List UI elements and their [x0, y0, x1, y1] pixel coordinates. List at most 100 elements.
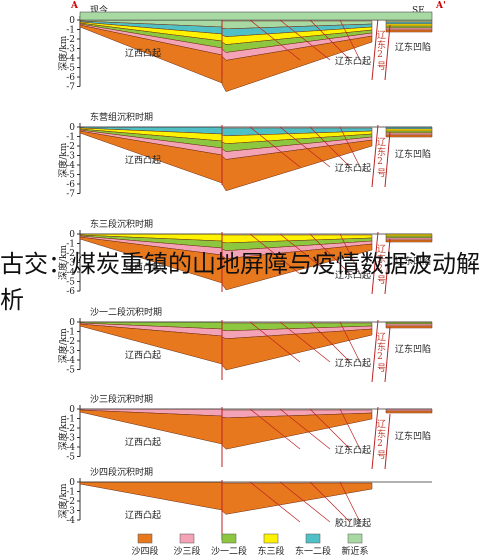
fault	[249, 233, 301, 275]
region-label: 辽东凸起	[335, 162, 371, 174]
direction: SE	[412, 6, 425, 16]
legend-swatch	[179, 533, 195, 544]
fault	[339, 126, 361, 168]
fault	[279, 233, 331, 275]
legend-label: 新近系	[341, 545, 368, 557]
fault	[371, 319, 379, 383]
strata-layer	[221, 139, 373, 192]
region-label: 辽东凸起	[335, 357, 371, 369]
fault	[249, 321, 301, 363]
strata-layer	[385, 239, 433, 243]
region-label: 胶辽隆起	[335, 517, 371, 529]
y-tick-label: -3	[66, 45, 75, 55]
fault	[309, 408, 351, 450]
strata-layer	[385, 132, 433, 136]
y-tick-label: -7	[66, 83, 75, 93]
fault	[249, 19, 301, 61]
strata-layer	[385, 235, 433, 239]
fault	[279, 126, 331, 168]
fault	[339, 481, 361, 523]
legend-label: 沙四段	[131, 545, 158, 557]
axis-label: 深度/km	[57, 483, 69, 518]
y-tick-label: 0	[69, 16, 75, 26]
region-label: 辽东凹陷	[395, 430, 431, 442]
region-label: 辽西凸起	[125, 350, 161, 361]
y-tick-label: -4	[66, 54, 75, 64]
y-tick-label: -4	[66, 268, 75, 278]
strata-layer	[385, 25, 433, 29]
y-tick-label: -2	[66, 142, 75, 152]
y-tick-label: -4	[66, 161, 75, 171]
y-tick-label: -3	[66, 507, 75, 517]
fault	[309, 126, 351, 168]
overlay-title: 古交：煤炭重镇的山地屏障与疫情数据波动解析	[0, 250, 480, 314]
point-a: A	[70, 1, 79, 11]
y-tick-label: -4	[66, 443, 75, 453]
panel-title: 东三段沉积时期	[90, 218, 153, 230]
fault-label: 辽东2号	[375, 30, 385, 71]
section-top-band	[79, 11, 433, 21]
y-tick-label: -6	[66, 73, 75, 83]
fault	[279, 408, 331, 450]
axis-label: 深度/km	[57, 35, 69, 70]
legend-label: 东一二段	[295, 545, 331, 557]
fault	[371, 406, 379, 470]
fault	[339, 408, 361, 450]
y-tick-label: -3	[66, 259, 75, 269]
region-label: 辽西凸起	[125, 262, 161, 273]
legend-swatch	[137, 533, 153, 544]
fault	[384, 238, 391, 295]
fault	[279, 19, 331, 61]
y-tick-label: -2	[66, 35, 75, 45]
y-tick-label: -1	[66, 328, 75, 338]
y-tick-label: -5	[66, 64, 75, 74]
fault	[339, 19, 361, 61]
y-tick-label: -2	[66, 337, 75, 347]
legend-label: 沙三段	[173, 545, 200, 557]
y-tick-label: 0	[69, 123, 75, 133]
panel-title: 沙一二段沉积时期	[90, 306, 162, 318]
fault	[384, 24, 391, 81]
y-tick-label: -2	[66, 424, 75, 434]
strata-layer	[385, 128, 433, 132]
legend-swatch	[221, 533, 237, 544]
y-tick-label: -3	[66, 347, 75, 357]
strata-layer	[221, 328, 373, 371]
y-tick-label: -2	[66, 497, 75, 507]
fault	[249, 408, 301, 450]
strata-layer	[385, 410, 433, 414]
fault-label: 辽东2号	[375, 137, 385, 178]
y-tick-label: -1	[66, 415, 75, 425]
legend-swatch	[305, 533, 321, 544]
fault	[249, 126, 301, 168]
fault	[309, 481, 351, 523]
point-a-prime: A'	[435, 1, 446, 11]
y-tick-label: 0	[69, 318, 75, 328]
region-label: 辽东凸起	[335, 444, 371, 456]
y-tick-label: -5	[66, 453, 75, 463]
fault	[371, 231, 379, 295]
y-tick-label: -1	[66, 488, 75, 498]
region-label: 辽东凹陷	[395, 255, 431, 267]
strata-layer	[385, 325, 433, 329]
fault-label: 辽东2号	[375, 332, 385, 373]
strata-layer	[79, 481, 223, 511]
strata-layer	[385, 29, 433, 33]
axis-label: 深度/km	[57, 415, 69, 450]
y-tick-label: -2	[66, 249, 75, 259]
panel-title: 东营组沉积时期	[90, 111, 153, 123]
fault	[309, 233, 351, 275]
region-label: 辽东凸起	[335, 55, 371, 67]
fault	[371, 124, 379, 188]
fault	[339, 233, 361, 275]
y-tick-label: 0	[69, 405, 75, 415]
fault	[371, 17, 379, 81]
y-tick-label: 0	[69, 230, 75, 240]
y-tick-label: -1	[66, 133, 75, 143]
strata-layer	[385, 237, 433, 241]
fault	[309, 19, 351, 61]
y-tick-label: -6	[66, 287, 75, 297]
y-tick-label: -1	[66, 26, 75, 36]
